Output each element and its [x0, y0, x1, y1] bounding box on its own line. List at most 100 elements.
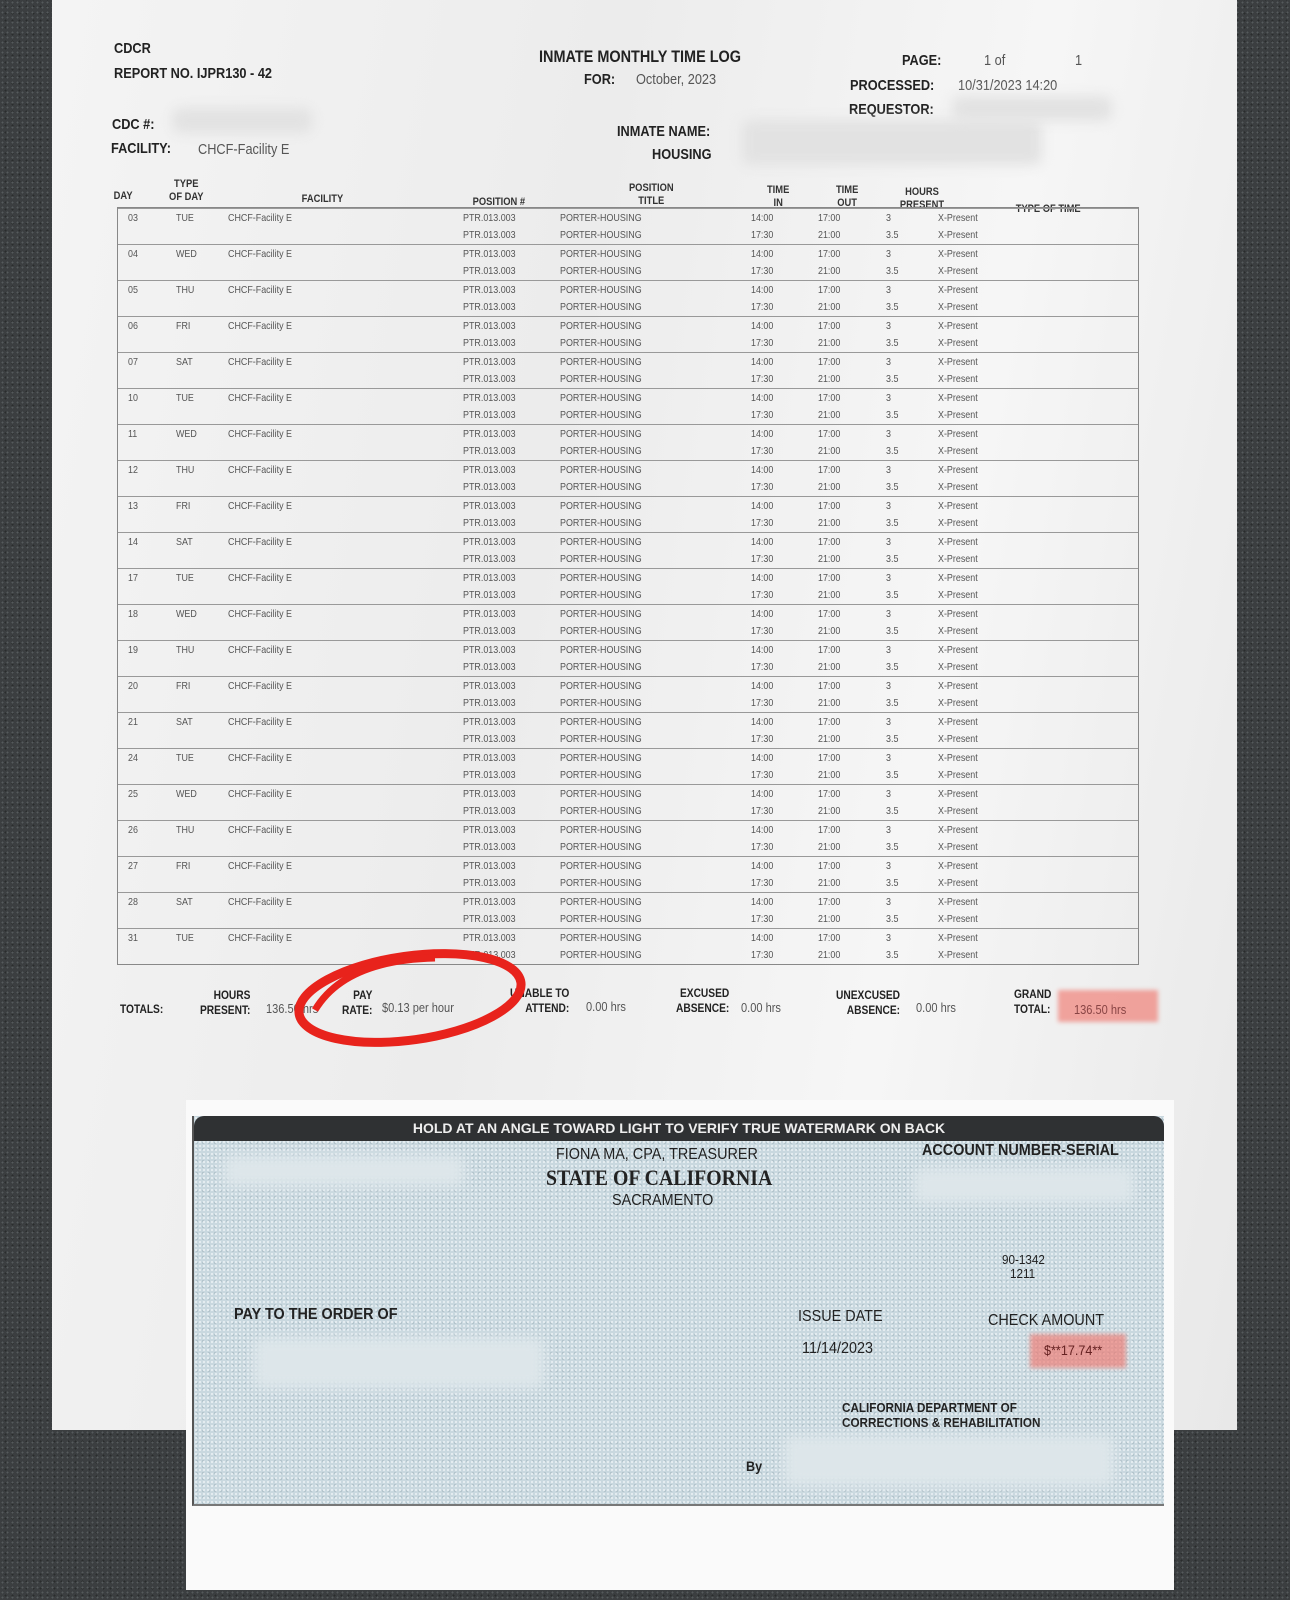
- cell-position_no: PTR.013.003: [463, 733, 516, 745]
- table-row: PTR.013.003 PORTER-HOUSING 17:30 21:00 3.5 X-…: [118, 730, 1138, 748]
- cell-hours: 3: [886, 752, 891, 764]
- cell-position_no: PTR.013.003: [463, 805, 516, 817]
- table-row: PTR.013.003 PORTER-HOUSING 17:30 21:00 3.5 X-…: [118, 586, 1138, 604]
- cell-in: 14:00: [751, 716, 774, 728]
- cell-in: 14:00: [751, 284, 774, 296]
- cell-in: 17:30: [751, 805, 774, 817]
- redacted-signature: [784, 1436, 1114, 1486]
- unable-value: 0.00 hrs: [586, 999, 626, 1014]
- cell-title: PORTER-HOUSING: [560, 464, 642, 476]
- cell-hours: 3.5: [886, 265, 899, 277]
- cell-type: X-Present: [938, 553, 978, 565]
- cell-out: 17:00: [818, 284, 841, 296]
- table-row: PTR.013.003 PORTER-HOUSING 17:30 21:00 3.5 X-…: [118, 874, 1138, 892]
- cell-hours: 3: [886, 464, 891, 476]
- cell-dow: WED: [176, 788, 197, 800]
- cell-dow: WED: [176, 608, 197, 620]
- cell-out: 17:00: [818, 464, 841, 476]
- cell-in: 14:00: [751, 752, 774, 764]
- paycheck: HOLD AT AN ANGLE TOWARD LIGHT TO VERIFY …: [186, 1100, 1174, 1590]
- cell-type: X-Present: [938, 913, 978, 925]
- table-row: 18 WED CHCF-Facility E PTR.013.003 PORTER-HO…: [118, 604, 1138, 622]
- cell-hours: 3: [886, 248, 891, 260]
- cell-position_no: PTR.013.003: [463, 301, 516, 313]
- issue-date: 11/14/2023: [802, 1340, 874, 1357]
- table-row: 31 TUE CHCF-Facility E PTR.013.003 PORTER-HO…: [118, 928, 1138, 946]
- cell-hours: 3: [886, 860, 891, 872]
- cell-position_no: PTR.013.003: [463, 229, 516, 241]
- cell-hours: 3: [886, 320, 891, 332]
- cell-facility: CHCF-Facility E: [228, 860, 292, 872]
- cell-dow: FRI: [176, 860, 191, 872]
- cell-facility: CHCF-Facility E: [228, 284, 292, 296]
- cell-hours: 3.5: [886, 373, 899, 385]
- table-row: PTR.013.003 PORTER-HOUSING 17:30 21:00 3.5 X-…: [118, 370, 1138, 388]
- cell-position_no: PTR.013.003: [463, 644, 516, 656]
- cell-type: X-Present: [938, 877, 978, 889]
- cell-day: 04: [128, 248, 138, 260]
- cell-out: 17:00: [818, 392, 841, 404]
- cell-dow: THU: [176, 644, 195, 656]
- cell-out: 21:00: [818, 445, 841, 457]
- cell-dow: TUE: [176, 572, 194, 584]
- table-row: 20 FRI CHCF-Facility E PTR.013.003 PORTER-HO…: [118, 676, 1138, 694]
- cell-type: X-Present: [938, 536, 978, 548]
- cell-out: 17:00: [818, 356, 841, 368]
- cell-type: X-Present: [938, 337, 978, 349]
- cell-day: 05: [128, 284, 138, 296]
- cell-day: 21: [128, 716, 138, 728]
- cell-out: 21:00: [818, 301, 841, 313]
- cell-type: X-Present: [938, 680, 978, 692]
- table-row: PTR.013.003 PORTER-HOUSING 17:30 21:00 3.5 X-…: [118, 802, 1138, 820]
- cell-facility: CHCF-Facility E: [228, 356, 292, 368]
- cell-hours: 3: [886, 680, 891, 692]
- pay-rate-label: PAY RATE:: [342, 988, 373, 1017]
- cell-title: PORTER-HOUSING: [560, 428, 642, 440]
- cell-position_no: PTR.013.003: [463, 500, 516, 512]
- cell-type: X-Present: [938, 356, 978, 368]
- cell-facility: CHCF-Facility E: [228, 428, 292, 440]
- facility-label: FACILITY:: [111, 140, 171, 157]
- cell-out: 17:00: [818, 932, 841, 944]
- table-row: 07 SAT CHCF-Facility E PTR.013.003 PORTER-HO…: [118, 352, 1138, 370]
- unexcused-value: 0.00 hrs: [916, 1000, 956, 1015]
- cell-out: 21:00: [818, 949, 841, 961]
- table-row: PTR.013.003 PORTER-HOUSING 17:30 21:00 3.5 X-…: [118, 298, 1138, 316]
- cell-hours: 3: [886, 572, 891, 584]
- grand-total-value: 136.50 hrs: [1074, 1002, 1127, 1017]
- cell-hours: 3: [886, 500, 891, 512]
- cell-type: X-Present: [938, 445, 978, 457]
- check-amount-label: CHECK AMOUNT: [988, 1312, 1105, 1329]
- cell-type: X-Present: [938, 788, 978, 800]
- cell-position_no: PTR.013.003: [463, 392, 516, 404]
- cell-type: X-Present: [938, 392, 978, 404]
- cell-in: 14:00: [751, 356, 774, 368]
- cell-day: 12: [128, 464, 138, 476]
- cell-in: 17:30: [751, 373, 774, 385]
- table-row: PTR.013.003 PORTER-HOUSING 17:30 21:00 3.5 X-…: [118, 514, 1138, 532]
- check-face: HOLD AT AN ANGLE TOWARD LIGHT TO VERIFY …: [192, 1116, 1164, 1506]
- cell-facility: CHCF-Facility E: [228, 644, 292, 656]
- cell-position_no: PTR.013.003: [463, 320, 516, 332]
- cell-position_no: PTR.013.003: [463, 769, 516, 781]
- cell-title: PORTER-HOUSING: [560, 572, 642, 584]
- table-row: PTR.013.003 PORTER-HOUSING 17:30 21:00 3.5 X-…: [118, 406, 1138, 424]
- cell-in: 17:30: [751, 481, 774, 493]
- cell-facility: CHCF-Facility E: [228, 320, 292, 332]
- cell-type: X-Present: [938, 301, 978, 313]
- cell-dow: FRI: [176, 320, 191, 332]
- cell-in: 14:00: [751, 248, 774, 260]
- cell-title: PORTER-HOUSING: [560, 301, 642, 313]
- cell-hours: 3.5: [886, 445, 899, 457]
- totals-label: TOTALS:: [120, 1002, 164, 1016]
- table-row: 10 TUE CHCF-Facility E PTR.013.003 PORTER-HO…: [118, 388, 1138, 406]
- cell-type: X-Present: [938, 841, 978, 853]
- cell-type: X-Present: [938, 661, 978, 673]
- cell-position_no: PTR.013.003: [463, 589, 516, 601]
- cell-hours: 3: [886, 212, 891, 224]
- cell-hours: 3.5: [886, 805, 899, 817]
- cell-in: 17:30: [751, 949, 774, 961]
- cell-day: 11: [128, 428, 138, 440]
- cell-type: X-Present: [938, 481, 978, 493]
- cell-day: 06: [128, 320, 138, 332]
